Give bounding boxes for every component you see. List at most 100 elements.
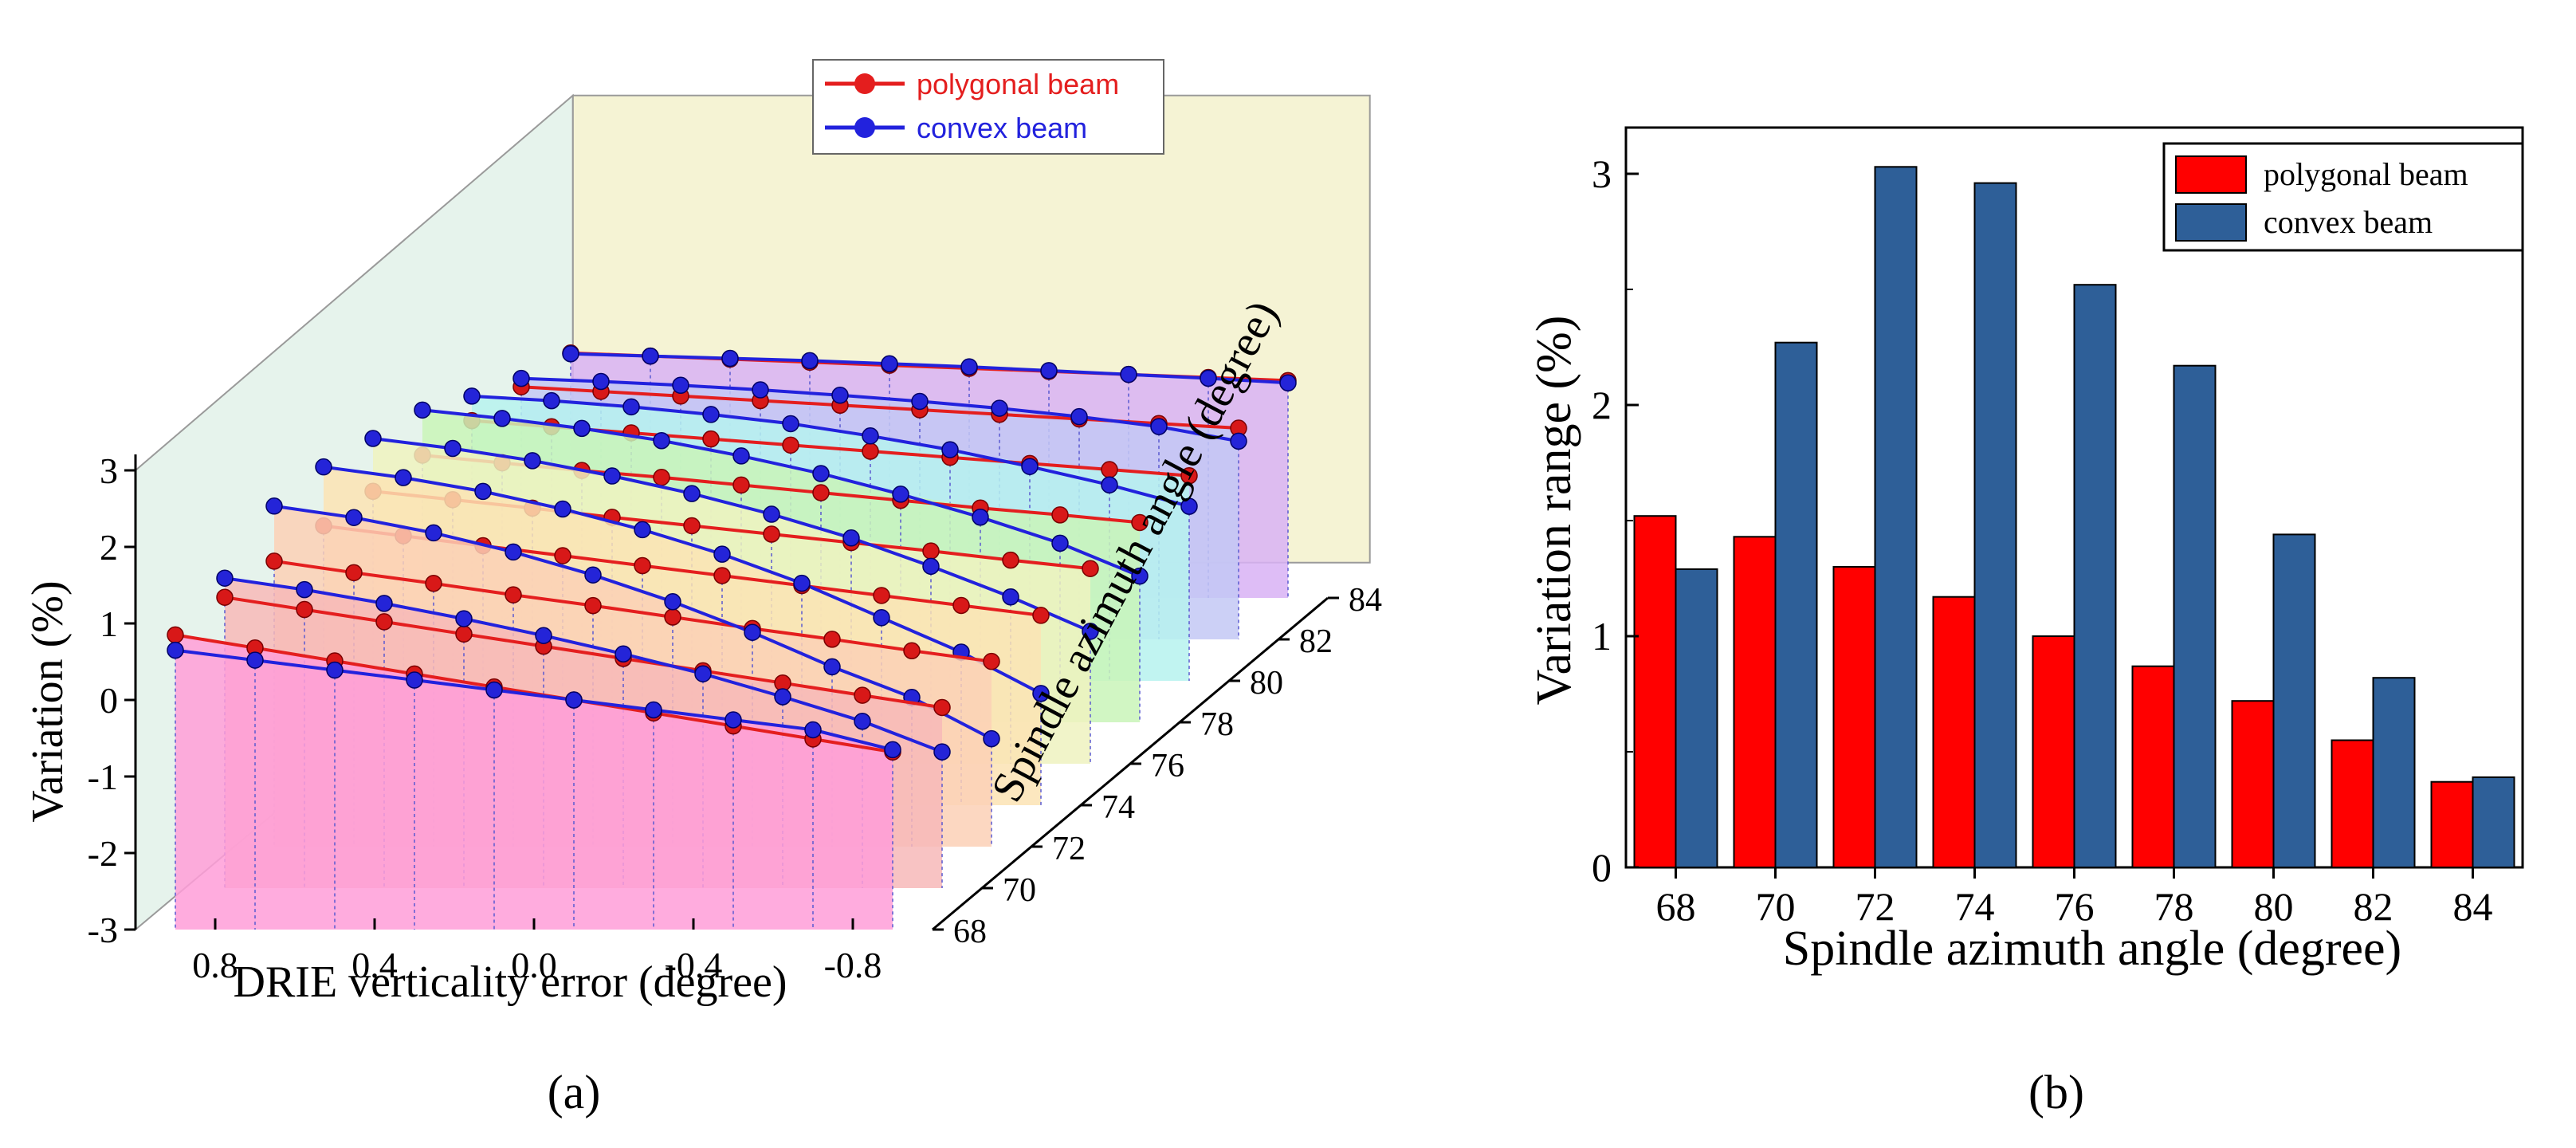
convex-point: [485, 681, 503, 699]
y-tick-label: -2: [88, 833, 118, 874]
convex-bar-82: [2372, 677, 2416, 869]
legend-label-convex: convex beam: [2264, 204, 2433, 240]
convex-point: [493, 410, 511, 427]
polygonal-point: [854, 686, 871, 704]
convex-point: [562, 345, 579, 363]
convex-point: [565, 691, 583, 709]
y-tick-label: -1: [88, 757, 118, 797]
convex-line-72: [273, 504, 992, 741]
convex-point: [801, 352, 819, 370]
x-axis-label: DRIE verticality error (degree): [234, 957, 787, 1007]
convex-point: [642, 347, 659, 365]
convex-point: [1051, 534, 1069, 552]
x-tick-label: 0.4: [351, 945, 398, 985]
convex-point: [911, 392, 929, 411]
bars: [1633, 166, 2515, 869]
slices: [167, 344, 1297, 930]
y-tick-label: 2: [100, 527, 118, 568]
x-tick-label: -0.4: [665, 945, 723, 985]
polygonal-point: [664, 608, 681, 626]
polygonal-point: [505, 586, 522, 603]
convex-point: [622, 398, 640, 416]
convex-point: [455, 610, 473, 627]
convex-point: [702, 406, 720, 423]
convex-bar-74: [1973, 182, 2017, 869]
convex-point: [1230, 432, 1247, 450]
legend-marker-convex: [854, 117, 875, 138]
convex-point: [1131, 567, 1149, 585]
convex-point: [672, 376, 689, 395]
convex-point: [375, 595, 393, 612]
polygonal-point: [634, 556, 651, 575]
convex-point: [463, 387, 481, 405]
convex-point: [892, 486, 909, 503]
legend-marker-polygonal: [854, 73, 875, 94]
x-ticks: 0.8 0.4 0.0 -0.4 -0.8: [192, 918, 882, 985]
convex-point: [744, 623, 761, 641]
polygonal-point: [425, 575, 442, 592]
z-tick-label: 68: [953, 914, 987, 950]
y-tick-label: 1: [1592, 614, 1612, 659]
z-tick-label: 76: [1151, 748, 1184, 784]
x-tick-label: 68: [1656, 884, 1696, 929]
convex-point: [881, 355, 898, 372]
convex-point: [933, 743, 951, 761]
polygonal-point: [873, 587, 890, 604]
x-ticks: 68 70 72 74 76 78 80 82 84: [1656, 867, 2493, 929]
z-tick-label: 72: [1052, 831, 1086, 867]
convex-bar-76: [2073, 284, 2117, 868]
legend-swatch-polygonal: [2175, 155, 2247, 194]
y-tick-label: 3: [100, 450, 118, 491]
z-tick-label: 74: [1101, 789, 1135, 826]
panel-b-bar-chart: 0 1 2 3 68 70 72 74 76 78 80 82 84 Variation range …: [1527, 126, 2524, 1119]
y-tick-label: -3: [88, 910, 118, 950]
convex-point: [216, 569, 234, 587]
panel-b-caption: (b): [2028, 1066, 2084, 1119]
polygonal-point: [922, 542, 940, 560]
x-axis-label: Spindle azimuth angle (degree): [1783, 922, 2401, 976]
z-tick-label: 80: [1250, 665, 1283, 702]
convex-point: [991, 399, 1008, 417]
convex-line-68: [175, 648, 893, 752]
convex-point: [683, 485, 701, 502]
convex-point: [831, 387, 849, 404]
convex-line-70: [224, 576, 943, 753]
polygonal-bar-76: [2032, 635, 2075, 868]
polygonal-bar-78: [2131, 665, 2175, 869]
convex-point: [873, 609, 890, 627]
polygonal-point: [782, 436, 799, 454]
convex-point: [664, 593, 681, 611]
convex-point: [615, 645, 632, 662]
convex-point: [774, 688, 791, 706]
convex-point: [842, 529, 860, 547]
convex-point: [694, 665, 712, 682]
polygonal-point: [1101, 461, 1118, 478]
z-tick-label: 84: [1349, 582, 1382, 619]
polygonal-point: [903, 642, 921, 659]
polygonal-point: [983, 652, 1000, 670]
convex-point: [584, 566, 602, 584]
convex-point: [554, 500, 571, 518]
convex-point: [296, 580, 313, 599]
y-axis-label: Variation (%): [23, 580, 73, 822]
polygonal-point: [1082, 560, 1099, 577]
polygonal-point: [584, 596, 602, 615]
y-tick-label: 2: [1592, 383, 1612, 427]
polygonal-bar-72: [1832, 566, 1876, 868]
convex-point: [512, 369, 530, 387]
z-tick-label: 82: [1299, 623, 1333, 660]
convex-point: [782, 415, 799, 433]
polygonal-bar-80: [2231, 700, 2275, 869]
convex-point: [812, 465, 830, 482]
y-tick-label: 1: [100, 603, 118, 644]
convex-point: [573, 419, 591, 438]
convex-point: [653, 431, 670, 450]
convex-point: [724, 711, 742, 729]
convex-point: [804, 721, 822, 739]
convex-point: [265, 497, 283, 515]
polygonal-point: [823, 631, 841, 648]
polygonal-point: [683, 517, 701, 535]
convex-point: [167, 641, 184, 659]
convex-bar-68: [1675, 568, 1718, 869]
